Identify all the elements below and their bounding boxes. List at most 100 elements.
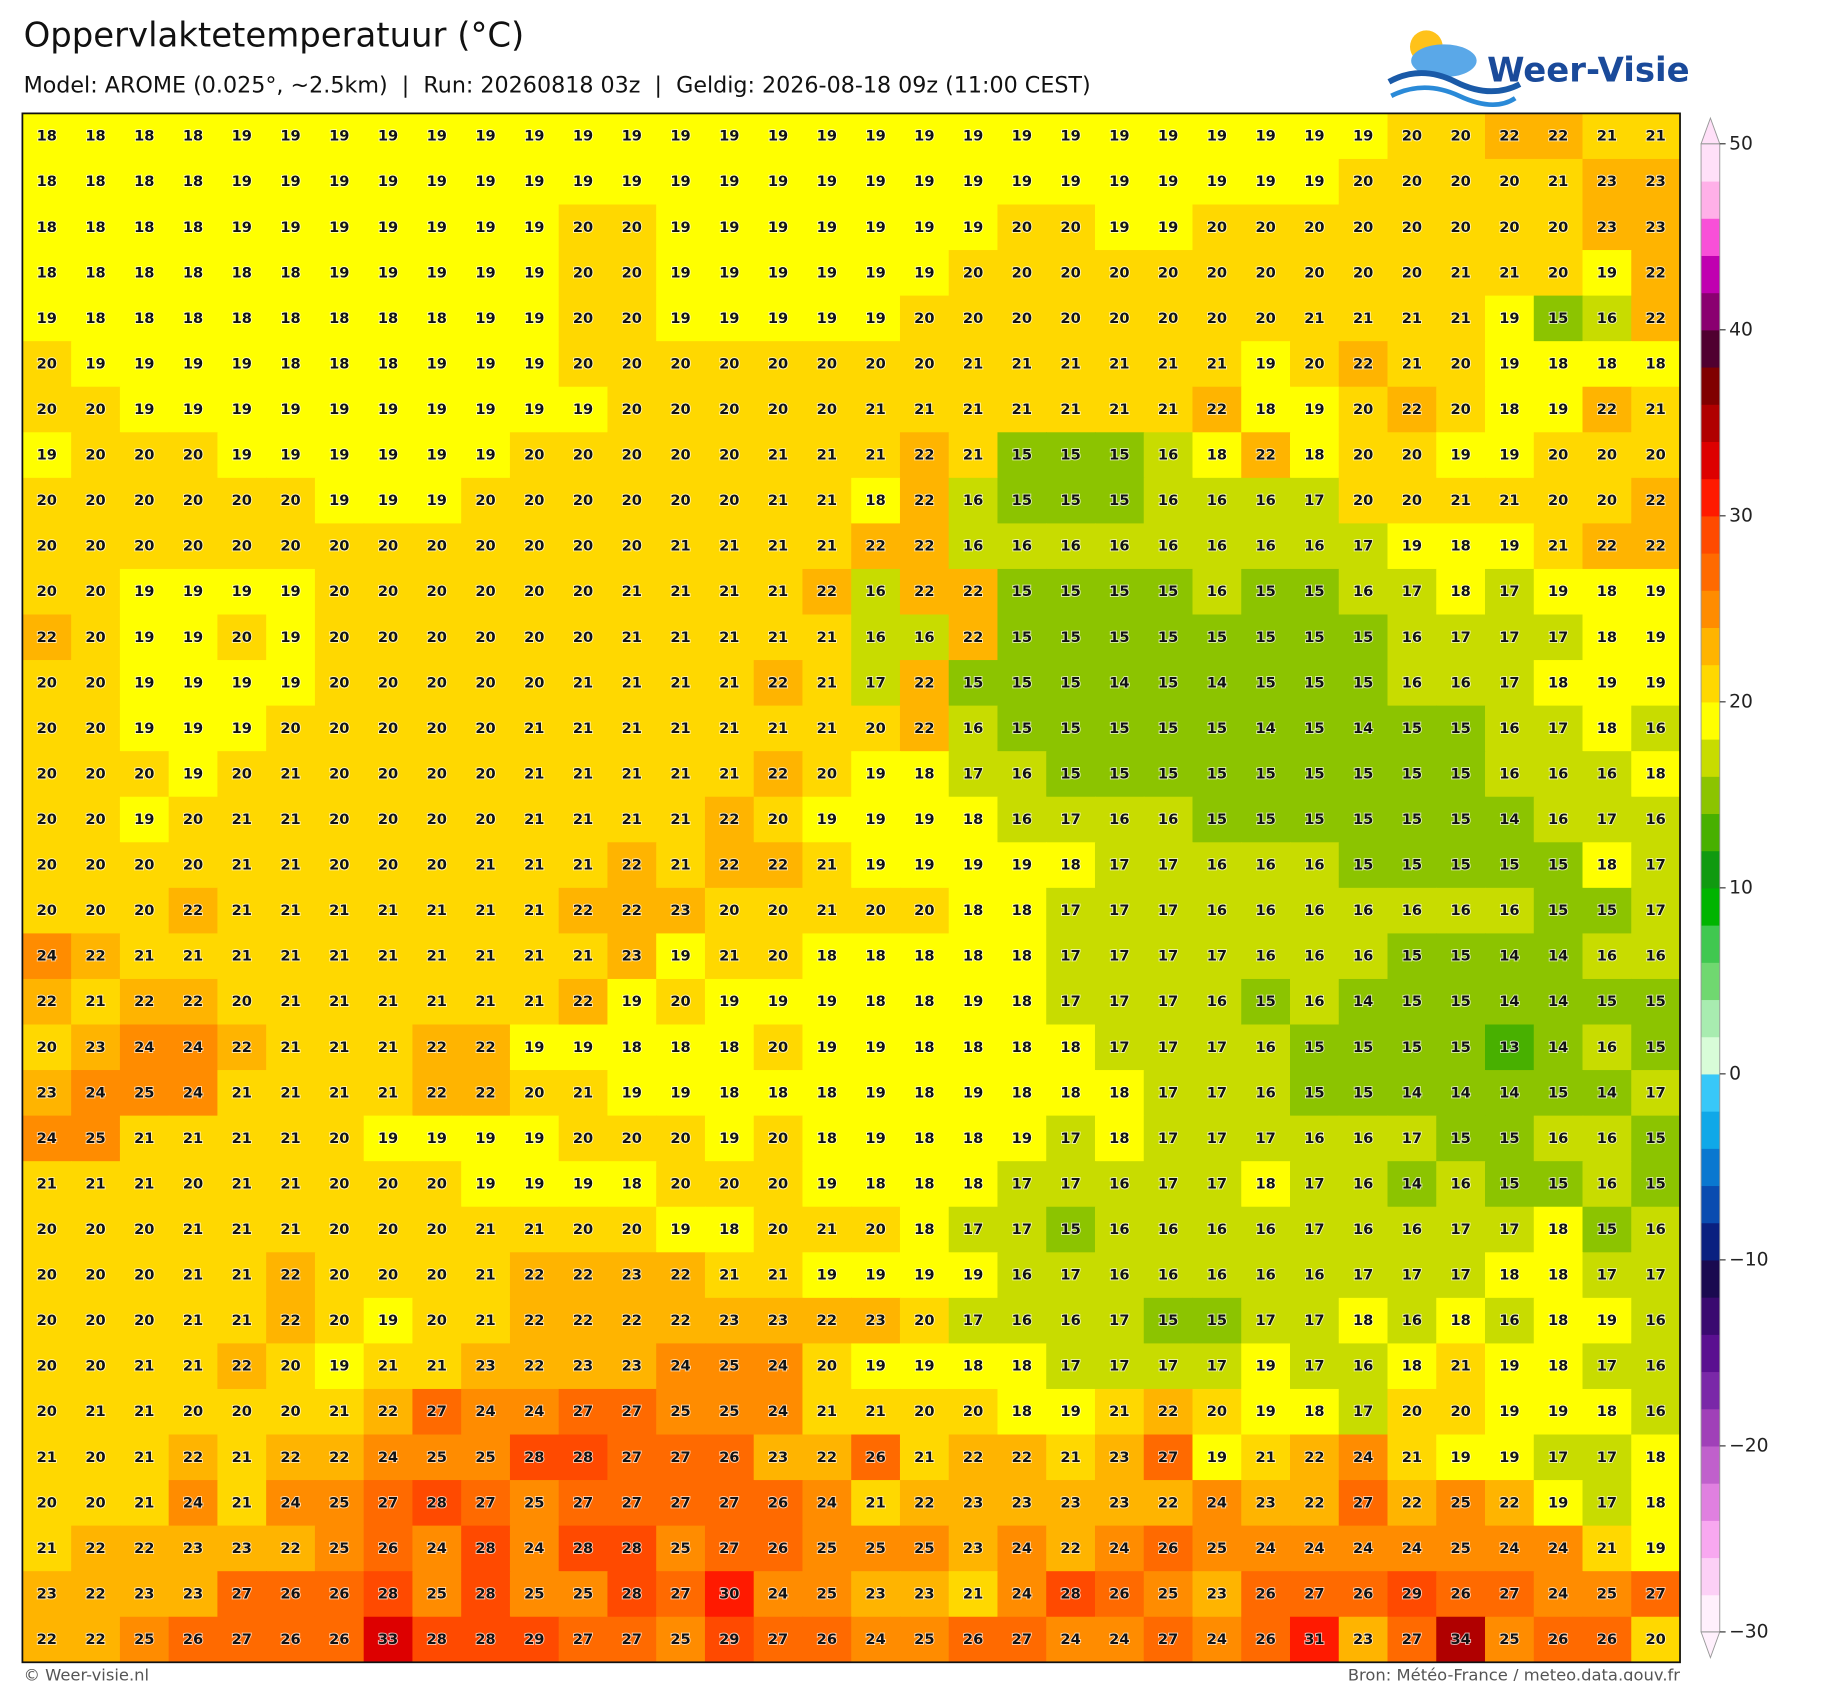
temperature-label: 19 — [378, 401, 398, 418]
temperature-label: 18 — [134, 128, 154, 145]
temperature-label: 19 — [768, 128, 788, 145]
temperature-label: 20 — [622, 401, 642, 418]
temperature-label: 19 — [378, 1130, 398, 1147]
temperature-cell — [217, 341, 267, 388]
temperature-label: 15 — [1645, 1130, 1665, 1147]
temperature-cell — [119, 887, 170, 935]
temperature-label: 20 — [183, 857, 203, 874]
temperature-cell — [314, 1434, 365, 1481]
temperature-cell — [1631, 1252, 1681, 1299]
temperature-label: 20 — [37, 492, 57, 509]
temperature-cell — [1241, 614, 1291, 661]
temperature-cell — [899, 751, 950, 798]
temperature-cell — [412, 887, 462, 935]
temperature-cell — [1289, 660, 1340, 707]
temperature-cell — [607, 568, 657, 616]
temperature-cell — [656, 933, 706, 980]
temperature-label: 21 — [134, 1358, 154, 1375]
temperature-label: 19 — [475, 355, 495, 372]
temperature-cell — [802, 523, 852, 570]
temperature-label: 24 — [1402, 1540, 1422, 1557]
temperature-label: 19 — [1548, 583, 1568, 600]
temperature-cell — [22, 842, 72, 889]
temperature-label: 15 — [1450, 765, 1470, 782]
temperature-label: 21 — [232, 857, 252, 874]
temperature-label: 16 — [914, 629, 934, 646]
temperature-label: 20 — [427, 1312, 447, 1329]
temperature-cell — [509, 978, 560, 1026]
temperature-cell — [948, 614, 999, 661]
temperature-label: 18 — [329, 310, 349, 327]
temperature-cell — [948, 1024, 999, 1071]
temperature-cell — [558, 158, 609, 206]
temperature-cell — [412, 978, 462, 1026]
temperature-cell — [899, 1161, 950, 1208]
temperature-label: 19 — [1109, 219, 1129, 236]
temperature-label: 26 — [378, 1540, 398, 1557]
temperature-cell — [1289, 796, 1340, 843]
temperature-label: 21 — [622, 720, 642, 737]
temperature-label: 16 — [1012, 1312, 1032, 1329]
temperature-cell — [851, 1206, 901, 1253]
temperature-cell — [71, 660, 121, 707]
temperature-cell — [314, 842, 365, 889]
temperature-label: 17 — [963, 1312, 983, 1329]
temperature-label: 18 — [1012, 1039, 1032, 1056]
temperature-cell — [1143, 1525, 1194, 1572]
temperature-cell — [1387, 887, 1437, 935]
temperature-label: 19 — [768, 173, 788, 190]
temperature-label: 16 — [1207, 993, 1227, 1010]
temperature-label: 20 — [183, 1175, 203, 1192]
colorbar-swatch — [1701, 999, 1720, 1038]
temperature-label: 20 — [1450, 1403, 1470, 1420]
temperature-cell — [558, 1616, 609, 1663]
temperature-cell — [314, 887, 365, 935]
temperature-label: 28 — [622, 1540, 642, 1557]
temperature-cell — [168, 1388, 219, 1436]
temperature-label: 20 — [524, 447, 544, 464]
temperature-label: 20 — [329, 720, 349, 737]
temperature-cell — [704, 842, 755, 889]
temperature-label: 19 — [865, 811, 885, 828]
temperature-label: 19 — [427, 1130, 447, 1147]
temperature-cell — [71, 1206, 121, 1253]
temperature-cell — [656, 432, 706, 479]
temperature-label: 20 — [427, 1267, 447, 1284]
temperature-label: 21 — [573, 857, 593, 874]
temperature-cell — [1631, 1434, 1681, 1481]
temperature-label: 15 — [1548, 857, 1568, 874]
temperature-cell — [1387, 1616, 1437, 1663]
temperature-cell — [217, 705, 267, 752]
temperature-cell — [558, 568, 609, 616]
temperature-label: 19 — [524, 401, 544, 418]
temperature-cell — [119, 614, 170, 661]
temperature-label: 19 — [914, 264, 934, 281]
temperature-label: 20 — [865, 720, 885, 737]
temperature-label: 17 — [1645, 1267, 1665, 1284]
temperature-cell — [704, 1480, 755, 1527]
temperature-cell — [1046, 933, 1096, 980]
temperature-cell — [1094, 887, 1145, 935]
temperature-label: 26 — [280, 1631, 300, 1648]
temperature-cell — [1338, 1024, 1389, 1071]
temperature-cell — [461, 796, 511, 843]
temperature-label: 22 — [1645, 264, 1665, 281]
temperature-cell — [1485, 796, 1535, 843]
temperature-cell — [22, 250, 72, 297]
footer-credit: © Weer-visie.nl — [24, 1666, 150, 1681]
temperature-cell — [656, 1024, 706, 1071]
temperature-cell — [461, 386, 511, 433]
temperature-cell — [558, 978, 609, 1026]
temperature-label: 22 — [183, 993, 203, 1010]
temperature-label: 20 — [1450, 355, 1470, 372]
temperature-label: 21 — [963, 355, 983, 372]
temperature-label: 21 — [1597, 1540, 1617, 1557]
temperature-cell — [1338, 1115, 1389, 1162]
temperature-cell — [412, 1388, 462, 1436]
temperature-cell — [1289, 1343, 1340, 1390]
temperature-label: 20 — [1402, 1403, 1422, 1420]
temperature-label: 26 — [1548, 1631, 1568, 1648]
temperature-label: 15 — [1158, 1312, 1178, 1329]
temperature-label: 16 — [1207, 492, 1227, 509]
